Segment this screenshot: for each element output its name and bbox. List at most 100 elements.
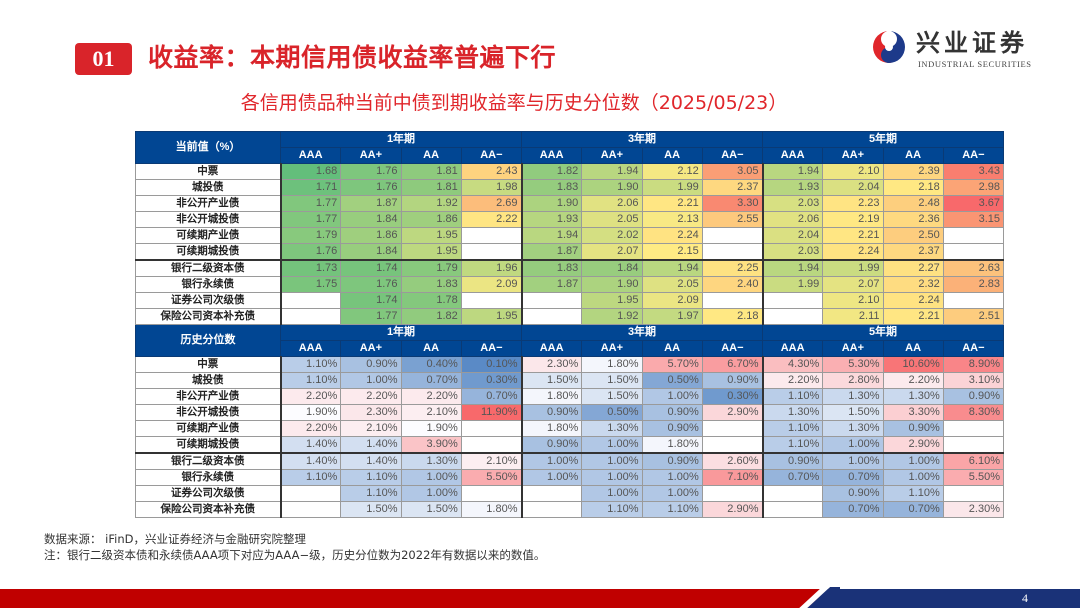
value-cell: 1.94: [761, 259, 824, 277]
value-cell: 2.12: [641, 163, 703, 180]
value-cell: 1.50%: [581, 372, 643, 389]
value-cell: 1.68: [279, 163, 342, 180]
grade-header: AA: [641, 147, 703, 164]
value-cell: 2.23: [822, 195, 884, 212]
value-cell: 2.09: [460, 276, 523, 293]
value-cell: 1.10%: [279, 469, 342, 486]
table-row: 可续期城投债 1.40% 1.40% 3.90% 0.90% 1.00% 1.80% 1.10…: [135, 436, 1005, 454]
empty-cell: [761, 308, 824, 325]
value-cell: 1.81: [400, 163, 462, 180]
value-cell: 4.30%: [761, 356, 824, 373]
value-cell: 1.92: [581, 308, 643, 325]
row-label: 保险公司资本补充债: [135, 308, 281, 325]
value-cell: 1.80%: [460, 501, 523, 518]
empty-cell: [942, 243, 1005, 261]
value-cell: 1.80%: [581, 356, 643, 373]
value-cell: 2.03: [761, 195, 824, 212]
empty-cell: [942, 420, 1005, 437]
value-cell: 1.10%: [279, 372, 342, 389]
value-cell: 2.13: [641, 211, 703, 228]
value-cell: 2.39: [882, 163, 944, 180]
value-cell: 1.40%: [340, 452, 402, 470]
grade-header: AA: [400, 147, 462, 164]
table-row: 可续期城投债 1.76 1.84 1.95 1.87 2.07 2.15 2.03 2.24 2.…: [135, 243, 1005, 261]
value-cell: 2.20%: [761, 372, 824, 389]
table-row: 证券公司次级债 1.10% 1.00% 1.00% 1.00% 0.90% 1.10%: [135, 485, 1005, 502]
value-cell: 1.95: [581, 292, 643, 309]
value-cell: 2.40: [701, 276, 764, 293]
value-cell: 2.20%: [279, 388, 342, 405]
table-row: 非公开产业债 1.77 1.87 1.92 2.69 1.90 2.06 2.21 3.30 2.…: [135, 195, 1005, 212]
percentile-section-title: 历史分位数: [135, 324, 281, 357]
empty-cell: [701, 292, 764, 309]
value-cell: 2.04: [761, 227, 824, 244]
value-cell: 1.40%: [279, 452, 342, 470]
value-cell: 0.90%: [340, 356, 402, 373]
table-row: 中票 1.10% 0.90% 0.40% 0.10% 2.30% 1.80% 5.70% 6.7…: [135, 356, 1005, 373]
company-logo: 兴业证券 INDUSTRIAL SECURITIES: [872, 28, 1062, 72]
empty-cell: [460, 227, 523, 244]
row-label: 非公开城投债: [135, 211, 281, 228]
value-cell: 1.83: [520, 179, 583, 196]
value-cell: 1.81: [400, 179, 462, 196]
grade-header: AA: [882, 147, 944, 164]
empty-cell: [520, 292, 583, 309]
row-label: 可续期城投债: [135, 243, 281, 261]
table-row: 非公开城投债 1.90% 2.30% 2.10% 11.90% 0.90% 0.50% 0.9…: [135, 404, 1005, 421]
row-label: 非公开产业债: [135, 388, 281, 405]
row-label: 保险公司资本补充债: [135, 501, 281, 518]
row-label: 证券公司次级债: [135, 485, 281, 502]
value-cell: 0.70%: [400, 372, 462, 389]
value-cell: 1.00%: [581, 436, 643, 454]
value-cell: 1.00%: [581, 469, 643, 486]
value-cell: 0.70%: [822, 469, 884, 486]
value-cell: 1.86: [340, 227, 402, 244]
value-cell: 6.70%: [701, 356, 764, 373]
value-cell: 0.90%: [641, 404, 703, 421]
value-cell: 1.99: [822, 259, 884, 277]
value-cell: 1.71: [279, 179, 342, 196]
value-cell: 1.83: [520, 259, 583, 277]
value-cell: 1.95: [400, 227, 462, 244]
value-cell: 1.50%: [581, 388, 643, 405]
value-cell: 1.94: [641, 259, 703, 277]
empty-cell: [942, 292, 1005, 309]
empty-cell: [701, 243, 764, 261]
value-cell: 2.80%: [822, 372, 884, 389]
value-cell: 2.10%: [460, 452, 523, 470]
value-cell: 2.36: [882, 211, 944, 228]
value-cell: 1.40%: [279, 436, 342, 454]
empty-cell: [279, 501, 342, 518]
value-cell: 2.27: [882, 259, 944, 277]
value-cell: 2.20%: [882, 372, 944, 389]
logo-name-en: INDUSTRIAL SECURITIES: [918, 59, 1032, 69]
value-cell: 1.95: [400, 243, 462, 261]
value-cell: 1.77: [279, 211, 342, 228]
footer-slash-decoration: [799, 587, 840, 608]
table-row: 保险公司资本补充债 1.50% 1.50% 1.80% 1.10% 1.10% 2.90% 0…: [135, 501, 1005, 518]
value-cell: 1.00%: [641, 469, 703, 486]
row-label: 城投债: [135, 372, 281, 389]
table-row: 非公开产业债 2.20% 2.20% 2.20% 0.70% 1.80% 1.50% 1.00…: [135, 388, 1005, 405]
value-cell: 2.51: [942, 308, 1005, 325]
period-header: 5年期: [762, 131, 1004, 148]
value-cell: 1.00%: [822, 452, 884, 470]
grade-header: AAA: [279, 147, 342, 164]
grade-header: AA+: [822, 147, 884, 164]
value-cell: 10.60%: [882, 356, 944, 373]
value-cell: 1.30%: [882, 388, 944, 405]
value-cell: 3.43: [942, 163, 1005, 180]
value-cell: 0.70%: [882, 501, 944, 518]
value-cell: 2.83: [942, 276, 1005, 293]
table-row: 银行永续债 1.75 1.76 1.83 2.09 1.87 1.90 2.05 2.40 1.9…: [135, 276, 1005, 293]
value-cell: 0.90%: [822, 485, 884, 502]
value-cell: 1.10%: [761, 420, 824, 437]
value-cell: 2.10%: [400, 404, 462, 421]
empty-cell: [761, 292, 824, 309]
row-label: 证券公司次级债: [135, 292, 281, 309]
value-cell: 1.10%: [581, 501, 643, 518]
value-cell: 1.86: [400, 211, 462, 228]
value-cell: 5.70%: [641, 356, 703, 373]
empty-cell: [460, 436, 523, 454]
value-cell: 1.77: [340, 308, 402, 325]
